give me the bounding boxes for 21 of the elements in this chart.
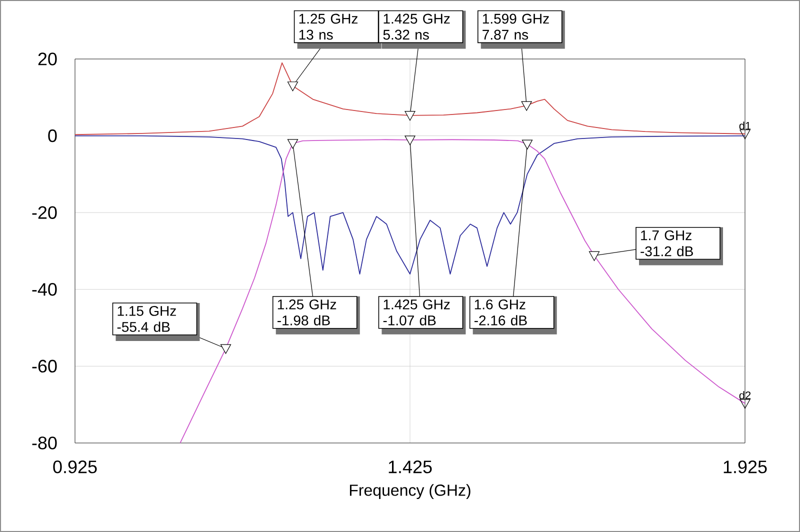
annotation: 1.7 GHz -31.2 dB [640,230,693,256]
y-tick-label: 20 [38,52,57,66]
y-tick-label: -80 [32,436,57,450]
y-tick-label: -40 [32,283,57,296]
x-tick-label: 0.925 [53,460,97,474]
annotation: 1.6 GHz -2.16 dB [474,299,527,326]
x-tick-label: 1.925 [724,460,767,474]
line-series [74,135,746,274]
annotation: 1.425 GHz -1.07 dB [383,299,450,326]
annotation: 1.15 GHz -55.4 dB [117,306,176,332]
annotation: 1.599 GHz 7.87 ns [482,14,549,40]
annotation: 1.25 GHz -1.98 dB [277,299,336,326]
y-tick-label: -20 [32,206,57,219]
y-tick-label: -60 [32,360,57,373]
x-axis-title: Frequency (GHz) [350,484,470,500]
annotation: 1.425 GHz 5.32 ns [383,14,450,40]
annotation: d2 [739,391,751,400]
x-tick-label: 1.425 [388,460,432,474]
annotation: 1.25 GHz 13 ns [299,14,358,40]
y-tick-label: 0 [48,129,57,142]
annotation: d1 [739,122,751,130]
